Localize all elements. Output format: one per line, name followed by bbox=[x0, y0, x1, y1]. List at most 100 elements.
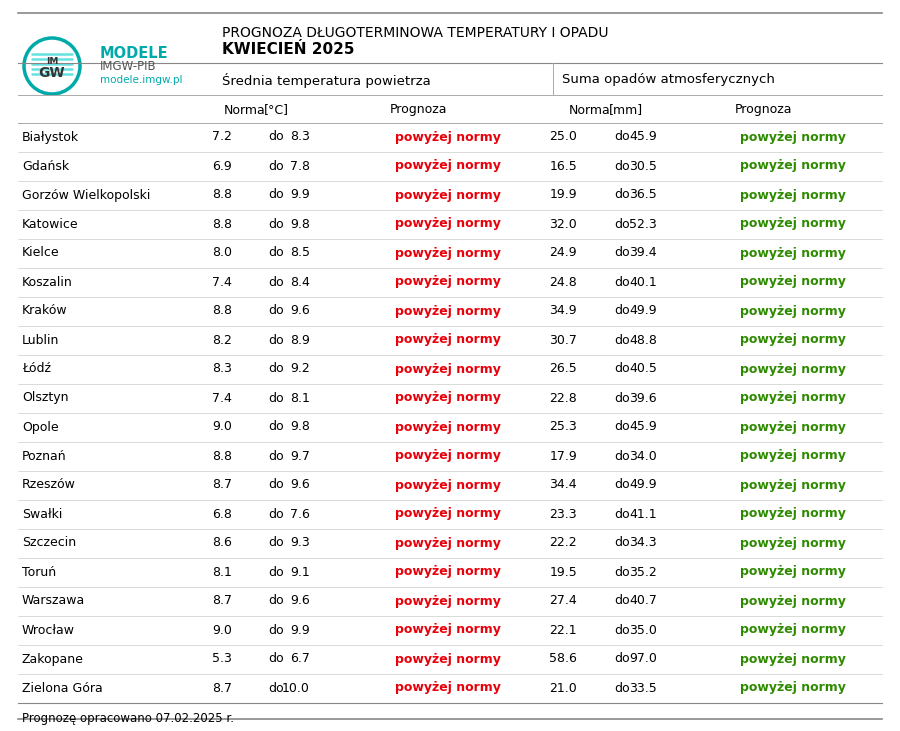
Text: Lublin: Lublin bbox=[22, 333, 59, 346]
Text: do: do bbox=[268, 159, 284, 173]
Text: do: do bbox=[268, 420, 284, 433]
Text: 30.7: 30.7 bbox=[549, 333, 577, 346]
Text: do: do bbox=[268, 218, 284, 230]
Text: Łódź: Łódź bbox=[22, 363, 51, 376]
Text: 41.1: 41.1 bbox=[629, 507, 657, 520]
Text: IMGW-PIB: IMGW-PIB bbox=[100, 61, 157, 74]
Text: powyżej normy: powyżej normy bbox=[395, 624, 501, 637]
Text: do: do bbox=[614, 624, 630, 637]
Text: 5.3: 5.3 bbox=[212, 653, 232, 665]
Text: powyżej normy: powyżej normy bbox=[740, 218, 846, 230]
Text: 22.8: 22.8 bbox=[549, 392, 577, 404]
Text: do: do bbox=[268, 305, 284, 317]
Text: PROGNOZA DŁUGOTERMINOWA TEMPERATURY I OPADU: PROGNOZA DŁUGOTERMINOWA TEMPERATURY I OP… bbox=[222, 26, 608, 40]
Text: 22.1: 22.1 bbox=[549, 624, 577, 637]
Text: powyżej normy: powyżej normy bbox=[395, 159, 501, 173]
Text: 19.9: 19.9 bbox=[549, 189, 577, 202]
Text: do: do bbox=[614, 276, 630, 289]
Text: 8.1: 8.1 bbox=[290, 392, 310, 404]
Text: 9.6: 9.6 bbox=[290, 479, 310, 491]
Text: 9.9: 9.9 bbox=[290, 189, 310, 202]
Text: 19.5: 19.5 bbox=[549, 566, 577, 578]
Text: powyżej normy: powyżej normy bbox=[740, 507, 846, 520]
Text: 6.9: 6.9 bbox=[212, 159, 232, 173]
Text: 7.4: 7.4 bbox=[212, 276, 232, 289]
Text: powyżej normy: powyżej normy bbox=[740, 479, 846, 491]
Text: 8.1: 8.1 bbox=[212, 566, 232, 578]
Text: 8.2: 8.2 bbox=[212, 333, 232, 346]
Text: 35.2: 35.2 bbox=[629, 566, 657, 578]
Text: powyżej normy: powyżej normy bbox=[740, 333, 846, 346]
Text: do: do bbox=[614, 420, 630, 433]
Text: 24.9: 24.9 bbox=[549, 246, 577, 260]
Text: powyżej normy: powyżej normy bbox=[740, 363, 846, 376]
Text: Wrocław: Wrocław bbox=[22, 624, 75, 637]
Text: Zielona Góra: Zielona Góra bbox=[22, 681, 103, 694]
Text: 8.8: 8.8 bbox=[212, 450, 232, 463]
Text: 52.3: 52.3 bbox=[629, 218, 657, 230]
Text: do: do bbox=[268, 566, 284, 578]
Text: powyżej normy: powyżej normy bbox=[740, 159, 846, 173]
Text: 24.8: 24.8 bbox=[549, 276, 577, 289]
Text: do: do bbox=[614, 507, 630, 520]
Text: powyżej normy: powyżej normy bbox=[740, 450, 846, 463]
Text: 8.8: 8.8 bbox=[212, 218, 232, 230]
Text: 48.8: 48.8 bbox=[629, 333, 657, 346]
Text: powyżej normy: powyżej normy bbox=[740, 420, 846, 433]
Text: Prognozę opracowano 07.02.2025 r.: Prognozę opracowano 07.02.2025 r. bbox=[22, 712, 234, 725]
Text: 34.0: 34.0 bbox=[629, 450, 657, 463]
Text: Poznań: Poznań bbox=[22, 450, 67, 463]
Text: do: do bbox=[268, 507, 284, 520]
Text: do: do bbox=[614, 653, 630, 665]
Text: do: do bbox=[614, 594, 630, 607]
Text: 8.3: 8.3 bbox=[212, 363, 232, 376]
Text: [°C]: [°C] bbox=[264, 104, 289, 116]
Text: powyżej normy: powyżej normy bbox=[395, 333, 501, 346]
Text: Koszalin: Koszalin bbox=[22, 276, 73, 289]
Text: 49.9: 49.9 bbox=[629, 305, 657, 317]
Text: Katowice: Katowice bbox=[22, 218, 78, 230]
Text: 6.7: 6.7 bbox=[290, 653, 310, 665]
Text: 16.5: 16.5 bbox=[549, 159, 577, 173]
Text: 97.0: 97.0 bbox=[629, 653, 657, 665]
Text: 9.0: 9.0 bbox=[212, 624, 232, 637]
Text: powyżej normy: powyżej normy bbox=[395, 189, 501, 202]
Text: powyżej normy: powyżej normy bbox=[395, 363, 501, 376]
Text: Rzeszów: Rzeszów bbox=[22, 479, 76, 491]
Text: 36.5: 36.5 bbox=[629, 189, 657, 202]
Text: powyżej normy: powyżej normy bbox=[740, 276, 846, 289]
Text: 34.9: 34.9 bbox=[549, 305, 577, 317]
Text: Kraków: Kraków bbox=[22, 305, 68, 317]
Text: 35.0: 35.0 bbox=[629, 624, 657, 637]
Text: do: do bbox=[268, 624, 284, 637]
Text: do: do bbox=[614, 392, 630, 404]
Text: do: do bbox=[614, 537, 630, 550]
Text: powyżej normy: powyżej normy bbox=[740, 537, 846, 550]
Text: 9.6: 9.6 bbox=[290, 305, 310, 317]
Text: do: do bbox=[268, 246, 284, 260]
Text: 8.8: 8.8 bbox=[212, 189, 232, 202]
Text: 9.6: 9.6 bbox=[290, 594, 310, 607]
Text: Białystok: Białystok bbox=[22, 131, 79, 143]
Text: powyżej normy: powyżej normy bbox=[395, 594, 501, 607]
Text: 32.0: 32.0 bbox=[549, 218, 577, 230]
Text: 40.7: 40.7 bbox=[629, 594, 657, 607]
Text: 8.4: 8.4 bbox=[290, 276, 310, 289]
Text: GW: GW bbox=[39, 66, 66, 80]
Text: 45.9: 45.9 bbox=[629, 420, 657, 433]
Text: do: do bbox=[268, 479, 284, 491]
Text: 8.7: 8.7 bbox=[212, 479, 232, 491]
Text: powyżej normy: powyżej normy bbox=[395, 537, 501, 550]
Text: Suma opadów atmosferycznych: Suma opadów atmosferycznych bbox=[562, 74, 775, 86]
Text: 9.9: 9.9 bbox=[290, 624, 310, 637]
Text: do: do bbox=[614, 681, 630, 694]
Text: do: do bbox=[268, 392, 284, 404]
Text: 33.5: 33.5 bbox=[629, 681, 657, 694]
Text: do: do bbox=[268, 653, 284, 665]
Text: 25.3: 25.3 bbox=[549, 420, 577, 433]
Text: 8.0: 8.0 bbox=[212, 246, 232, 260]
Text: 9.7: 9.7 bbox=[290, 450, 310, 463]
Text: Norma: Norma bbox=[224, 104, 266, 116]
Text: powyżej normy: powyżej normy bbox=[740, 246, 846, 260]
Text: do: do bbox=[614, 333, 630, 346]
